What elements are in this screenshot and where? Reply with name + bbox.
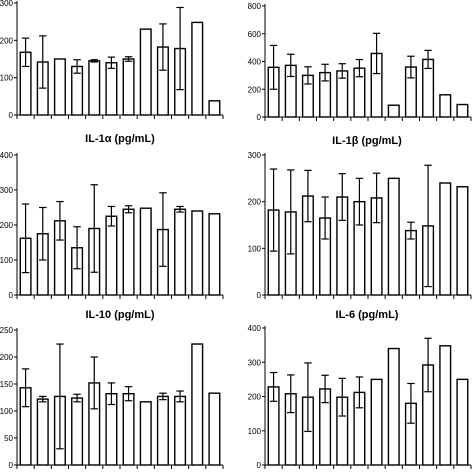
bar [71,397,84,466]
bar [174,208,187,296]
panel-title: IL-1α (pg/mL) [85,133,155,145]
y-tick-label: 200 [248,198,262,207]
bar [88,60,101,116]
y-tick-label: 0 [257,461,262,470]
y-tick-label: 100 [0,256,14,265]
panel-title: IL-10 (pg/mL) [85,309,154,321]
y-tick-label: 300 [0,0,14,8]
bar [139,28,152,116]
bar [456,186,469,296]
y-tick-label: 0 [257,113,262,122]
bar [53,58,66,116]
y-tick-label: 400 [0,151,14,160]
panel-il6-middle-right: IL-1β (pg/mL) 0 100 200 300 [248,135,472,300]
y-tick-label: 100 [0,74,14,83]
y-tick-label: 400 [248,58,262,67]
bar [370,378,383,466]
y-tick-label: 100 [0,407,14,416]
y-tick-label: 200 [0,221,14,230]
bar [387,177,400,296]
y-tick-label: 300 [248,151,262,160]
y-tick-label: 0 [257,291,262,300]
y-tick-label: 150 [0,380,14,389]
bar [387,347,400,466]
y-tick-label: 100 [248,427,262,436]
y-tick-label: 200 [248,85,262,94]
bar [439,94,452,118]
y-tick-label: 300 [248,358,262,367]
y-tick-label: 250 [0,326,14,335]
bar [208,100,221,116]
y-tick-label: 0 [9,461,14,470]
bar [105,215,118,296]
bar [122,58,135,116]
bar [208,392,221,466]
y-tick-label: 50 [4,434,13,443]
bar [139,207,152,296]
panel-il1b-top: 0 200 400 600 800 [248,2,472,122]
bar [174,395,187,466]
bar [122,393,135,466]
bar [387,104,400,118]
bar [208,213,221,296]
bar [156,395,169,466]
panel-title: IL-6 (pg/mL) [336,309,399,321]
y-tick-label: 300 [0,186,14,195]
y-tick-label: 800 [248,2,262,11]
bar [456,378,469,466]
bar [191,21,204,116]
panel-bottom-right: IL-6 (pg/mL) 0 100 200 300 400 [248,309,472,470]
y-tick-label: 0 [9,111,14,120]
y-tick-label: 0 [9,291,14,300]
bar [404,229,417,296]
panel-il10-middle-left: IL-1α (pg/mL) 0 100 200 300 400 [0,133,224,300]
y-tick-label: 200 [0,353,14,362]
bar [439,345,452,466]
bar [122,208,135,296]
y-tick-label: 400 [248,324,262,333]
bar [439,182,452,296]
bar [36,398,49,466]
bar [456,103,469,118]
bar [191,210,204,296]
y-tick-label: 600 [248,30,262,39]
panel-title: IL-1β (pg/mL) [332,135,402,147]
bar [191,343,204,466]
bar [105,62,118,116]
y-tick-label: 100 [248,244,262,253]
panel-il1a-top: 0 100 200 300 [0,0,224,120]
y-tick-label: 200 [0,36,14,45]
bar [139,401,152,466]
panel-bottom-left: IL-10 (pg/mL) 0 50 100 150 200 250 [0,309,224,470]
y-tick-label: 200 [248,393,262,402]
